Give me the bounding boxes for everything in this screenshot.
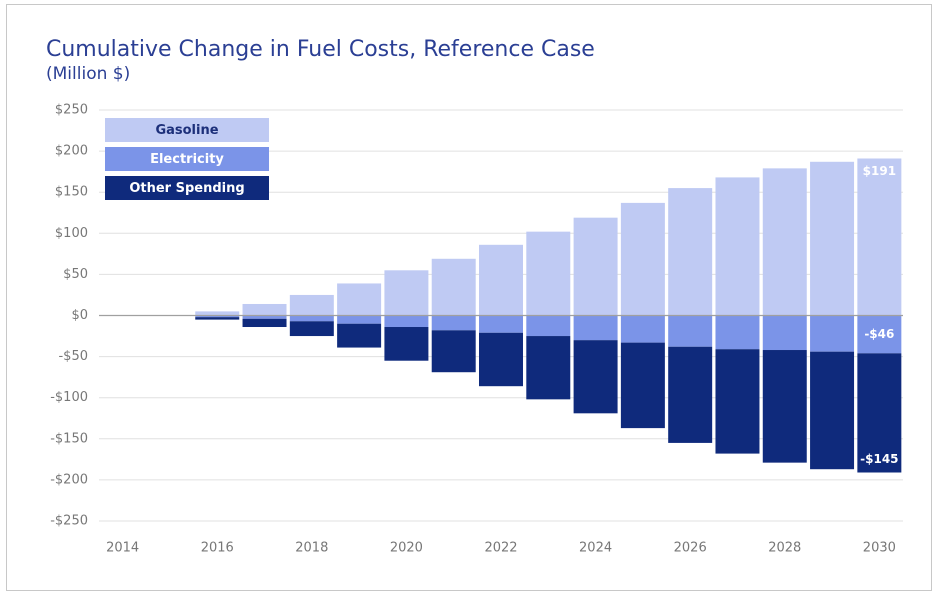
value-label: -$46 [864, 327, 894, 341]
x-tick-label: 2022 [484, 541, 517, 556]
bar-segment [289, 321, 334, 337]
bar-segment [195, 317, 240, 320]
bar-segment [384, 327, 429, 361]
x-tick-label: 2014 [106, 541, 139, 556]
bar-segment [526, 231, 571, 316]
bar-segment [620, 342, 665, 429]
bar-segment [526, 315, 571, 337]
bar-segment [242, 303, 287, 316]
x-tick-label: 2030 [863, 541, 896, 556]
bar-segment [289, 315, 334, 322]
bar-segment [337, 315, 382, 324]
bar-segment [526, 336, 571, 400]
bar-segment [810, 351, 855, 470]
bar-segment [857, 158, 902, 316]
x-tick-label: 2020 [390, 541, 423, 556]
bar-segment [431, 330, 476, 373]
y-tick-label: -$100 [50, 390, 88, 405]
bar-segment [431, 315, 476, 331]
bar-segment [857, 353, 902, 473]
bar-segment [620, 315, 665, 343]
bar-segment [762, 350, 807, 463]
x-tick-label: 2028 [768, 541, 801, 556]
bar-segment [337, 283, 382, 316]
bar-segment [479, 315, 523, 333]
x-tick-label: 2018 [295, 541, 328, 556]
bar-segment [337, 323, 382, 348]
bar-segment [195, 311, 240, 316]
y-tick-label: -$50 [58, 349, 88, 364]
y-tick-label: $200 [55, 144, 88, 159]
chart-title: Cumulative Change in Fuel Costs, Referen… [46, 37, 595, 62]
legend-label: Gasoline [155, 123, 218, 138]
y-tick-label: $100 [55, 226, 88, 241]
x-tick-label: 2024 [579, 541, 612, 556]
bar-segment [715, 349, 760, 454]
value-label: -$145 [860, 452, 898, 466]
value-label: $191 [863, 164, 896, 178]
bar-segment [620, 202, 665, 316]
x-tick-label: 2026 [674, 541, 707, 556]
bar-segment [762, 168, 807, 316]
bar-segment [384, 315, 429, 328]
legend-swatch [105, 147, 269, 171]
bar-segment [715, 315, 760, 350]
bar-segment [479, 244, 523, 316]
bar-segment [762, 315, 807, 351]
y-tick-label: -$200 [50, 472, 88, 487]
bar-segment [479, 332, 523, 387]
bar-segment [384, 270, 429, 316]
y-tick-label: -$150 [50, 431, 88, 446]
bar-segment [810, 161, 855, 316]
bar-segment [573, 315, 618, 341]
bar-segment [715, 177, 760, 316]
bar-segment [857, 315, 902, 354]
legend-swatch [105, 118, 269, 142]
y-tick-label: -$250 [50, 514, 88, 529]
y-tick-label: $250 [55, 103, 88, 118]
bar-segment [668, 188, 713, 316]
legend-swatch [105, 176, 269, 200]
bar-segment [195, 315, 240, 318]
bar-segment [668, 315, 713, 347]
y-tick-label: $50 [63, 267, 88, 282]
bar-segment [810, 315, 855, 352]
bar-segment [242, 315, 287, 319]
x-tick-label: 2016 [201, 541, 234, 556]
bar-segment [289, 294, 334, 316]
legend-label: Electricity [150, 152, 224, 167]
bar-segment [573, 217, 618, 316]
y-tick-label: $0 [71, 308, 88, 323]
chart-subtitle: (Million $) [46, 64, 130, 84]
y-tick-label: $150 [55, 185, 88, 200]
bar-segment [431, 258, 476, 316]
bar-segment [573, 340, 618, 414]
bar-segment [668, 346, 713, 443]
legend-label: Other Spending [129, 181, 244, 196]
bar-segment [242, 318, 287, 328]
